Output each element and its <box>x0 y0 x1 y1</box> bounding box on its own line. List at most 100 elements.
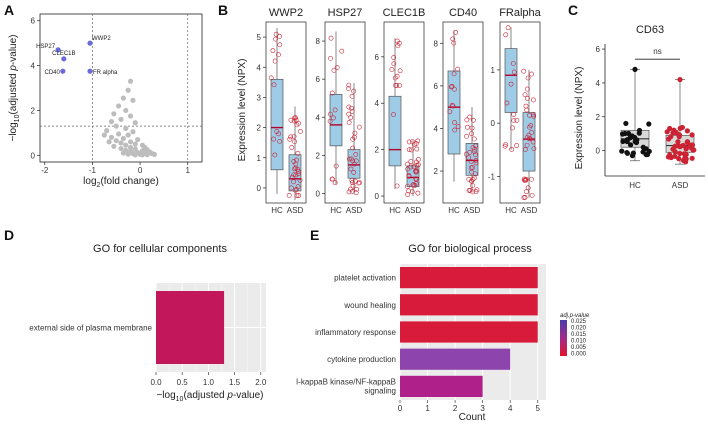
go-cc-xtick: 0.5 <box>177 378 189 387</box>
boxplot-xtick: HC <box>330 206 342 215</box>
boxplot-point <box>394 73 400 79</box>
boxplot-point <box>353 158 359 164</box>
boxplot-point <box>286 193 292 198</box>
boxplot-point <box>503 32 509 38</box>
boxplot-point <box>406 139 412 145</box>
boxplot-point <box>511 69 517 75</box>
boxplot-point <box>331 68 337 73</box>
boxplot-point <box>531 146 537 152</box>
boxplot-ytick: 5 <box>257 33 262 42</box>
volcano-point <box>113 138 119 144</box>
cd63-point <box>622 130 628 137</box>
boxplot-frame <box>324 21 366 204</box>
boxplot-point <box>411 182 416 188</box>
volcano-point <box>125 132 131 138</box>
panel-d: D GO for cellular components 0.0 0.5 1.0 1.… <box>4 227 267 403</box>
go-bp-category: cytokine production <box>327 355 396 364</box>
cd63-point <box>627 142 634 148</box>
go-bp-category: wound healing <box>343 301 396 310</box>
boxplot-point <box>447 109 453 115</box>
boxplot-point <box>348 166 354 172</box>
boxplot-point <box>406 188 412 194</box>
boxplot-point <box>296 120 301 126</box>
boxplot-point <box>411 164 417 170</box>
boxplot-point <box>273 31 279 37</box>
boxplot-point <box>523 103 529 109</box>
boxplot-point <box>389 67 395 72</box>
cd63-ytick: 0 <box>596 147 601 156</box>
boxplot-point <box>405 192 411 198</box>
volcano-point-label: CD40 <box>45 70 61 76</box>
boxplot-point <box>523 189 529 195</box>
volcano-ylabel: −log10(adjusted p-value) <box>8 34 21 141</box>
boxplot-point <box>451 86 457 92</box>
boxplot-xtick: HC <box>505 206 517 215</box>
boxplot-point <box>510 61 516 66</box>
volcano-point <box>123 142 129 148</box>
boxplot-point <box>328 35 334 41</box>
volcano-point <box>120 95 126 101</box>
boxplot-point <box>289 174 295 180</box>
cd63-point <box>677 76 683 83</box>
boxplot-point <box>511 118 517 123</box>
boxplot-point <box>409 147 414 153</box>
boxplot-ytick: 2 <box>434 167 439 176</box>
boxplot-point <box>277 33 283 39</box>
boxplot-ytick: 0 <box>491 119 496 128</box>
boxplot-point <box>297 129 303 134</box>
volcano-sig-point <box>60 68 66 74</box>
boxplot-point <box>272 58 278 64</box>
boxplot-clec1b: CLEC1B 0 2 4 6 HC ASD <box>375 7 426 215</box>
panel-e: E GO for biological process 0 1 2 3 4 5 platel… <box>296 227 590 423</box>
boxplot-point <box>508 81 514 87</box>
boxplot-point <box>522 92 528 98</box>
boxplot-point <box>529 71 534 77</box>
cd63-point <box>664 129 670 135</box>
cd63-point <box>629 133 635 139</box>
cd63-point <box>681 151 688 157</box>
go-bp-category: inflammatory response <box>315 328 396 337</box>
cd63-point <box>691 147 697 153</box>
cd63-ylabel: Expression level (NPX) <box>574 67 585 170</box>
go-bp-xtick: 0 <box>398 404 403 413</box>
boxplot-point <box>391 112 396 117</box>
boxplot-point <box>330 176 335 182</box>
legend-title: adj.p-value <box>560 313 590 319</box>
boxplot-point <box>351 134 357 140</box>
boxplot-point <box>529 130 534 135</box>
boxplot-point <box>271 136 277 142</box>
boxplot-point <box>397 68 403 74</box>
boxplot-point <box>472 149 477 155</box>
cd63-point <box>676 156 682 162</box>
boxplot-point <box>413 168 419 174</box>
boxplot-point <box>346 82 352 88</box>
boxplot-wwp2: WWP2 0 1 2 3 4 5 HC ASD <box>257 7 307 215</box>
cd63-ytick: 2 <box>596 113 601 122</box>
cd63-point <box>624 138 630 144</box>
volcano-point <box>116 103 122 109</box>
boxplot-point <box>331 115 336 121</box>
cd63-point <box>672 153 678 159</box>
volcano-ytick: 6 <box>31 17 36 26</box>
boxplot-box <box>270 78 284 171</box>
volcano-point <box>108 134 115 140</box>
boxplot-point <box>350 145 356 151</box>
go-bp-category: I-kappaB kinase/NF-kappaB signaling <box>296 377 396 395</box>
go-bp-legend: adj.p-value 0.0250.0200.0150.0100.0050.0… <box>560 313 590 358</box>
legend-label: 0.000 <box>571 352 587 358</box>
boxplot-point <box>273 36 279 42</box>
boxplot-point <box>351 88 357 94</box>
cd63-point <box>623 120 629 127</box>
boxplot-point <box>292 166 297 172</box>
boxplot-point <box>523 176 529 182</box>
boxplot-point <box>339 48 345 54</box>
cd63-point <box>665 154 672 160</box>
cd63-point <box>643 146 649 152</box>
boxplot-point <box>353 190 359 196</box>
cd63-title: CD63 <box>636 24 664 36</box>
volcano-point <box>127 113 134 119</box>
volcano-xtick: -1 <box>89 166 97 175</box>
boxplot-point <box>521 68 527 74</box>
go-cc-xtick: 1.0 <box>203 378 215 387</box>
volcano-sig-point <box>87 68 93 74</box>
